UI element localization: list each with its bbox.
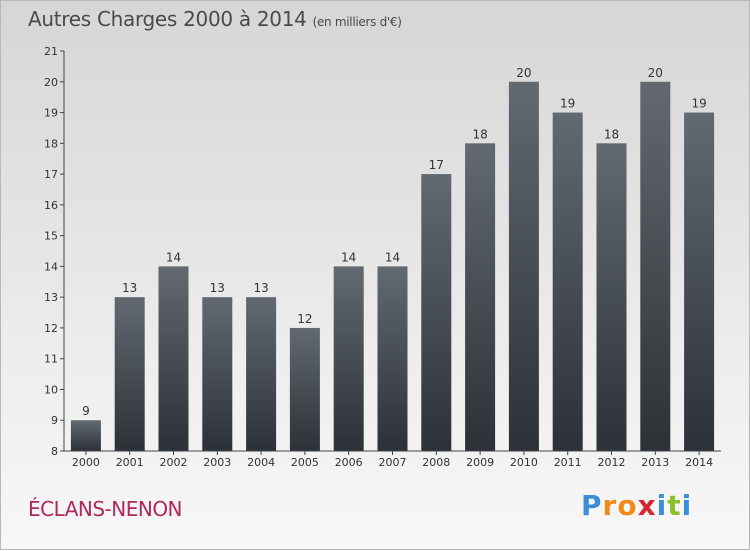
logo-letter: i — [681, 489, 693, 522]
bar — [114, 297, 145, 451]
bar — [70, 420, 101, 451]
x-tick-label: 2010 — [510, 456, 538, 469]
bars-layer: 9 13 14 13 13 12 14 14 17 18 20 19 18 20 19 — [70, 66, 715, 452]
bar — [202, 297, 233, 451]
x-tick-label: 2009 — [466, 456, 494, 469]
chart-unit-note: (en milliers d'€) — [312, 15, 402, 29]
data-label: 18 — [604, 127, 619, 141]
logo-letter: P — [581, 489, 603, 522]
commune-name: ÉCLANS-NENON — [28, 497, 183, 521]
chart-title: Autres Charges 2000 à 2014 (en milliers d… — [28, 7, 402, 31]
y-tick-label: 20 — [44, 76, 58, 89]
bar — [640, 81, 671, 452]
bar — [552, 112, 583, 452]
x-tick-label: 2014 — [685, 456, 713, 469]
x-tick-label: 2002 — [160, 456, 188, 469]
y-tick-label: 21 — [44, 45, 58, 58]
logo-letter: i — [656, 489, 668, 522]
x-tick-label: 2011 — [554, 456, 582, 469]
bar — [508, 81, 539, 452]
bar — [289, 327, 320, 451]
data-label: 9 — [82, 404, 90, 418]
chart-title-text: Autres Charges 2000 à 2014 — [28, 7, 307, 31]
bar — [421, 174, 452, 452]
y-tick-label: 15 — [44, 230, 58, 243]
data-label: 14 — [385, 250, 400, 264]
x-tick-label: 2001 — [116, 456, 144, 469]
bar — [158, 266, 189, 451]
x-tick-label: 2003 — [203, 456, 231, 469]
bar — [377, 266, 408, 451]
proxiti-logo[interactable]: Proxiti — [581, 489, 692, 522]
bar — [333, 266, 364, 451]
data-label: 13 — [122, 281, 137, 295]
y-tick-label: 19 — [44, 107, 58, 120]
y-tick-label: 13 — [44, 291, 58, 304]
bar — [684, 112, 715, 452]
logo-letter: o — [617, 489, 638, 522]
y-tick-label: 9 — [51, 414, 58, 427]
y-tick-label: 18 — [44, 137, 58, 150]
y-tick-label: 16 — [44, 199, 58, 212]
axes-layer: 2000 2001 2002 2003 2004 2005 2006 2007 2008 2009… — [44, 45, 721, 469]
logo-letter: r — [602, 489, 618, 522]
y-tick-label: 12 — [44, 322, 58, 335]
bar — [596, 143, 627, 452]
x-tick-label: 2013 — [641, 456, 669, 469]
logo-letter: t — [667, 489, 682, 522]
x-tick-label: 2007 — [379, 456, 407, 469]
data-label: 12 — [297, 312, 312, 326]
logo-letter: x — [637, 489, 657, 522]
x-tick-label: 2005 — [291, 456, 319, 469]
y-tick-label: 10 — [44, 383, 58, 396]
y-tick-label: 8 — [51, 445, 58, 458]
x-tick-label: 2008 — [422, 456, 450, 469]
bar — [246, 297, 277, 451]
data-label: 14 — [341, 250, 356, 264]
x-tick-label: 2012 — [598, 456, 626, 469]
data-label: 19 — [691, 97, 706, 111]
data-label: 20 — [648, 66, 663, 80]
y-tick-label: 11 — [44, 353, 58, 366]
x-tick-label: 2004 — [247, 456, 275, 469]
data-label: 13 — [253, 281, 268, 295]
y-tick-label: 17 — [44, 168, 58, 181]
data-label: 18 — [472, 127, 487, 141]
y-tick-label: 14 — [44, 260, 58, 273]
data-label: 20 — [516, 66, 531, 80]
x-tick-label: 2000 — [72, 456, 100, 469]
bar — [465, 143, 496, 452]
x-tick-label: 2006 — [335, 456, 363, 469]
data-label: 19 — [560, 97, 575, 111]
data-label: 17 — [429, 158, 444, 172]
data-label: 13 — [210, 281, 225, 295]
data-label: 14 — [166, 250, 181, 264]
